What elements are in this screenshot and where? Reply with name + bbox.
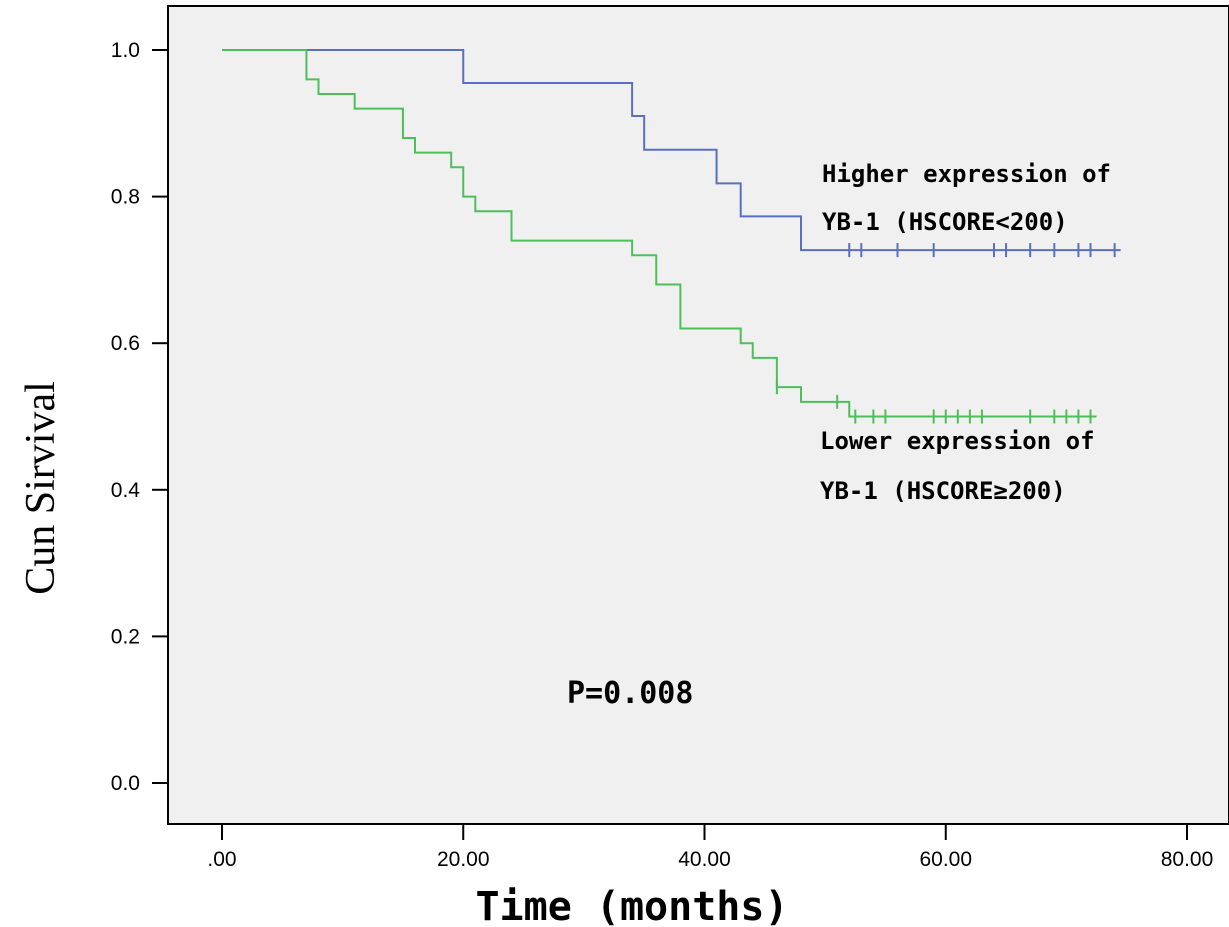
y-tick-label: 0.0 — [111, 772, 140, 795]
x-tick-label: 20.00 — [437, 848, 490, 871]
y-axis: 0.0 0.2 0.4 0.6 0.8 1.0 — [111, 39, 168, 795]
x-tick-label: 40.00 — [678, 848, 731, 871]
series-label-lower-line1: Lower expression of — [820, 427, 1095, 455]
plot-area — [167, 5, 1229, 825]
y-tick-label: 1.0 — [111, 39, 140, 62]
series-label-higher-line1: Higher expression of — [822, 160, 1111, 188]
series-label-lower-line2: YB-1 (HSCORE≥200) — [820, 477, 1066, 505]
x-tick-label: 60.00 — [919, 848, 972, 871]
x-tick-label: .00 — [207, 848, 236, 871]
x-axis: .00 20.00 40.00 60.00 80.00 — [207, 824, 1213, 871]
p-value: P=0.008 — [567, 676, 693, 711]
series-label-higher-line2: YB-1 (HSCORE<200) — [822, 208, 1068, 236]
y-tick-label: 0.2 — [111, 625, 140, 648]
survival-curve-higher — [222, 49, 1121, 252]
survival-curve-lower — [222, 49, 1097, 418]
series-layer — [222, 49, 1121, 424]
y-tick-label: 0.8 — [111, 186, 140, 209]
y-tick-label: 0.6 — [111, 332, 140, 355]
y-axis-label: Cun Sirvival — [18, 381, 64, 595]
x-axis-label: Time (months) — [475, 884, 788, 927]
x-tick-label: 80.00 — [1161, 848, 1214, 871]
y-tick-label: 0.4 — [111, 479, 141, 502]
